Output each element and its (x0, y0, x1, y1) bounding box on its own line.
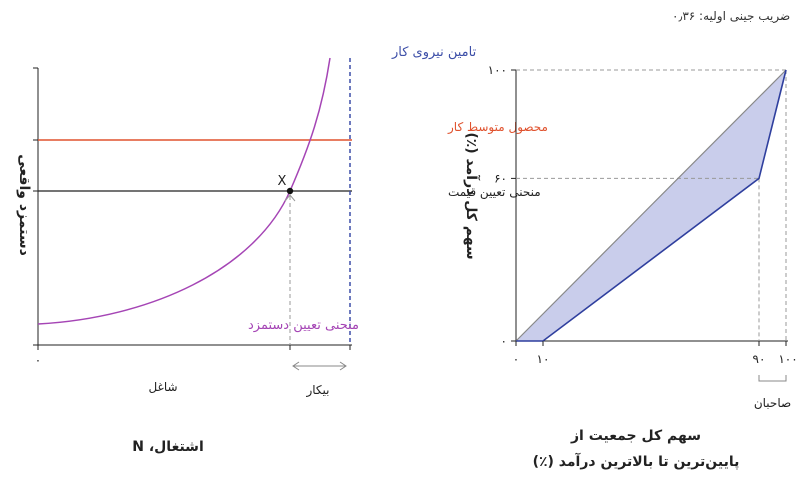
equilibrium-point (286, 187, 294, 195)
unemployed-label: بیکار (305, 383, 329, 398)
guide-arrowhead (284, 194, 296, 202)
gini-subtitle: ضریب جینی اولیه: ۰٫۳۶ (672, 9, 790, 24)
lorenz-plot-area: ٠ ١٠ ٩٠ ١٠٠ ٠ ۶٠ ١٠٠ صاحبان (488, 63, 798, 410)
left-y-axis-title: دستمزد واقعی (16, 154, 32, 256)
employed-label: شاغل (148, 380, 177, 394)
left-x-axis-title: اشتغال، N (132, 439, 204, 455)
lorenz-line (516, 69, 787, 342)
wage-setting-label: منحنی تعیین دستمزد (248, 318, 359, 333)
x-tick-label-2: ٩٠ (753, 352, 766, 366)
equilibrium-label: X (278, 174, 287, 189)
right-x-axis-title-line1: سهم کل جمعیت از (570, 428, 701, 444)
left-origin-tick-label: ٠ (35, 353, 41, 367)
owners-label: صاحبان (754, 396, 791, 410)
labor-market-chart: X تامین نیروی کار محصول متوسط کار منحنی … (16, 45, 548, 455)
x-tick-label-1: ١٠ (537, 352, 550, 366)
labor-supply-label: تامین نیروی کار (391, 45, 477, 60)
x-tick-label-3: ١٠٠ (778, 352, 797, 366)
right-y-axis-title: سهم کل درآمد (٪) (463, 132, 481, 259)
price-setting-label: منحنی تعیین قیمت (448, 185, 541, 200)
x-tick-label-0: ٠ (513, 352, 519, 366)
wage-setting-curve (37, 57, 331, 325)
equality-line (515, 69, 787, 342)
owners-bracket (758, 375, 787, 382)
y-tick-label-0: ٠ (501, 334, 507, 348)
y-tick-label-1: ۶٠ (494, 171, 507, 185)
right-x-axis-title-line2: پایین‌ترین تا بالاترین درآمد (٪) (533, 452, 740, 470)
unemployed-arrow-left (292, 361, 300, 371)
y-tick-label-2: ١٠٠ (488, 63, 507, 77)
average-product-label: محصول متوسط کار (447, 120, 548, 135)
unemployed-arrow-right (339, 361, 347, 371)
lorenz-curve-chart: ضریب جینی اولیه: ۰٫۳۶ ٠ ١٠ ٩٠ ١٠٠ ٠ ۶٠ ١٠٠ صاحب… (463, 9, 798, 470)
